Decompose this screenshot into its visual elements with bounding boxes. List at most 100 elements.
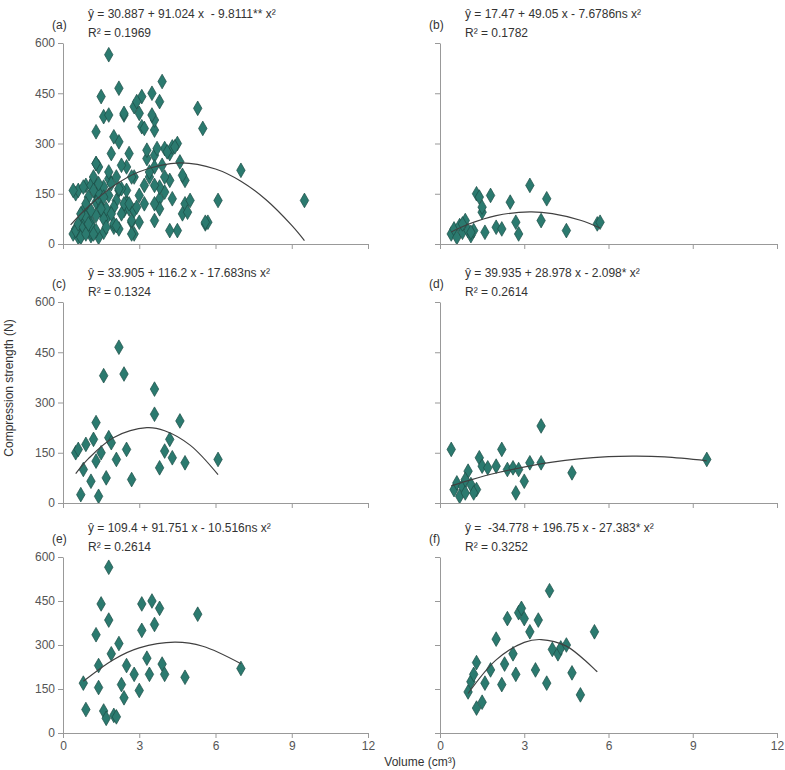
panel-label: (e) xyxy=(52,532,67,546)
x-tick-mark xyxy=(216,244,217,249)
point xyxy=(135,683,143,698)
y-tick-mark xyxy=(435,194,440,195)
y-tick-mark xyxy=(58,352,63,353)
point xyxy=(503,611,511,626)
x-tick-mark xyxy=(63,244,64,249)
y-tick-label: 0 xyxy=(48,237,55,251)
point xyxy=(467,225,475,240)
annotation: ŷ = 109.4 + 91.751 x - 10.516ns x² xyxy=(88,521,271,535)
point xyxy=(74,442,82,457)
panel-label: (d) xyxy=(429,277,444,291)
plot-area xyxy=(447,178,604,244)
panel: (d)ŷ = 39.935 + 28.978 x - 2.098* x²R² =… xyxy=(429,266,778,508)
panel: 0369120150300450600(e)ŷ = 109.4 + 91.751… xyxy=(35,521,376,753)
y-tick-mark xyxy=(58,601,63,602)
x-tick xyxy=(693,244,694,249)
x-tick-label: 0 xyxy=(437,739,444,753)
x-tick-mark xyxy=(440,733,441,738)
y-tick-mark xyxy=(58,645,63,646)
plot-area xyxy=(447,419,711,503)
point xyxy=(125,196,133,211)
point xyxy=(478,200,486,215)
x-tick-mark xyxy=(524,733,525,738)
x-tick xyxy=(368,503,369,508)
point xyxy=(486,188,494,203)
point xyxy=(512,486,520,501)
y-tick-mark xyxy=(435,244,440,245)
point xyxy=(703,452,711,467)
point xyxy=(77,487,85,502)
point xyxy=(498,677,506,692)
panel: 0150300450600(c)ŷ = 33.905 + 116.2 x - 1… xyxy=(35,266,369,510)
y-tick-label: 450 xyxy=(35,594,55,608)
y-tick xyxy=(435,733,440,734)
y-tick-label: 450 xyxy=(35,87,55,101)
y-tick-label: 0 xyxy=(48,726,55,740)
points xyxy=(447,419,711,503)
y-tick: 0 xyxy=(48,496,63,510)
x-axis xyxy=(441,503,778,508)
x-tick xyxy=(292,503,293,508)
x-tick-mark xyxy=(216,503,217,508)
x-tick-label: 12 xyxy=(362,739,376,753)
y-tick xyxy=(435,244,440,245)
point xyxy=(514,462,522,477)
y-tick-mark xyxy=(435,453,440,454)
x-tick: 3 xyxy=(136,733,143,753)
point xyxy=(160,170,168,185)
point xyxy=(105,165,113,180)
point xyxy=(534,613,542,628)
point xyxy=(178,168,186,183)
x-tick-mark xyxy=(693,244,694,249)
x-axis: 036912 xyxy=(437,733,784,753)
point xyxy=(102,471,110,486)
x-tick xyxy=(524,244,525,249)
point xyxy=(201,215,209,230)
point xyxy=(447,442,455,457)
y-tick-mark xyxy=(435,557,440,558)
y-tick: 150 xyxy=(35,682,63,696)
point xyxy=(97,445,105,460)
point xyxy=(166,223,174,238)
x-tick xyxy=(440,503,441,508)
point xyxy=(568,466,576,481)
y-axis-line xyxy=(440,303,441,504)
point xyxy=(526,178,534,193)
y-tick-mark xyxy=(435,144,440,145)
point xyxy=(484,460,492,475)
point xyxy=(506,195,514,210)
y-tick xyxy=(435,645,440,646)
point xyxy=(300,193,308,208)
point xyxy=(127,227,135,242)
y-tick: 0 xyxy=(48,726,63,740)
y-tick: 0 xyxy=(48,237,63,251)
x-tick-mark xyxy=(693,733,694,738)
x-tick: 9 xyxy=(690,733,697,753)
y-tick-label: 300 xyxy=(35,396,55,410)
point xyxy=(562,223,570,238)
point xyxy=(87,203,95,218)
point xyxy=(135,106,143,121)
point xyxy=(105,560,113,575)
point xyxy=(176,414,184,429)
x-tick-mark xyxy=(777,503,778,508)
point xyxy=(69,183,77,198)
y-axis-line xyxy=(63,303,64,504)
point xyxy=(458,217,466,232)
point xyxy=(117,158,125,173)
y-tick-mark xyxy=(58,503,63,504)
y-tick-mark xyxy=(58,43,63,44)
point xyxy=(173,223,181,238)
y-tick xyxy=(435,601,440,602)
y-tick-mark xyxy=(435,302,440,303)
y-tick xyxy=(435,194,440,195)
x-tick-label: 9 xyxy=(289,739,296,753)
point xyxy=(132,200,140,215)
point xyxy=(155,601,163,616)
fit-line xyxy=(83,642,241,681)
annotation: R² = 0.2614 xyxy=(88,540,151,554)
annotation: R² = 0.1782 xyxy=(465,26,528,40)
y-tick: 600 xyxy=(35,550,63,564)
x-tick-mark xyxy=(368,503,369,508)
point xyxy=(92,124,100,139)
